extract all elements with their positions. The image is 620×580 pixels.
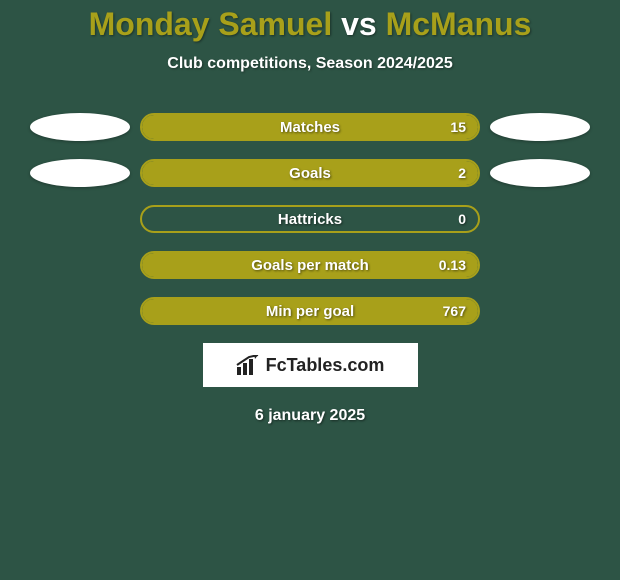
title-vs: vs	[341, 6, 377, 42]
stat-pill: Matches 15	[140, 113, 480, 141]
stat-value: 767	[443, 303, 466, 319]
stat-row: Goals per match 0.13	[0, 251, 620, 279]
stat-row: Matches 15	[0, 113, 620, 141]
player-right-marker	[490, 113, 590, 141]
stats-list: Matches 15 Goals 2 Hattricks 0 Goals per match…	[0, 113, 620, 325]
player-left-name: Monday Samuel	[89, 6, 333, 42]
stat-row: Hattricks 0	[0, 205, 620, 233]
stat-pill: Goals 2	[140, 159, 480, 187]
snapshot-date: 6 january 2025	[255, 407, 365, 425]
stat-label: Matches	[280, 119, 340, 136]
branding-text: FcTables.com	[266, 355, 385, 376]
stat-value: 15	[450, 119, 466, 135]
stat-row: Goals 2	[0, 159, 620, 187]
player-right-name: McManus	[386, 6, 532, 42]
player-right-marker	[490, 159, 590, 187]
stat-label: Min per goal	[266, 303, 354, 320]
subtitle: Club competitions, Season 2024/2025	[167, 55, 452, 73]
fctables-chart-icon	[236, 355, 260, 375]
stat-pill: Hattricks 0	[140, 205, 480, 233]
comparison-card: Monday Samuel vs McManus Club competitio…	[0, 0, 620, 425]
page-title: Monday Samuel vs McManus	[89, 6, 532, 43]
stat-label: Hattricks	[278, 211, 342, 228]
stat-label: Goals per match	[251, 257, 369, 274]
player-left-marker	[30, 113, 130, 141]
stat-value: 2	[458, 165, 466, 181]
stat-row: Min per goal 767	[0, 297, 620, 325]
stat-value: 0.13	[439, 257, 466, 273]
stat-pill: Min per goal 767	[140, 297, 480, 325]
player-left-marker	[30, 159, 130, 187]
branding-badge: FcTables.com	[203, 343, 418, 387]
stat-value: 0	[458, 211, 466, 227]
stat-pill: Goals per match 0.13	[140, 251, 480, 279]
stat-label: Goals	[289, 165, 331, 182]
